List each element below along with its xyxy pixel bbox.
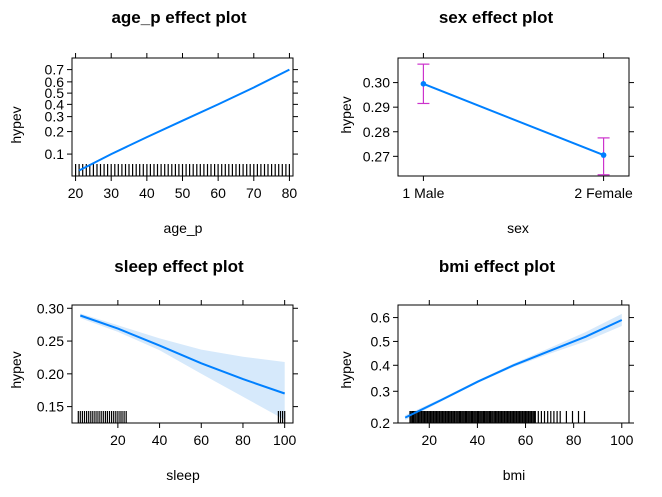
- y-tick-label: 0.30: [363, 75, 390, 91]
- y-tick-label: 0.1: [45, 146, 65, 162]
- x-axis-label: bmi: [503, 467, 526, 483]
- y-axis: 0.15 0.20 0.25 0.30: [37, 300, 298, 415]
- y-axis: 0.2 0.3 0.4 0.5 0.6: [371, 310, 634, 431]
- series-line: [423, 82, 604, 157]
- x-axis: 20 40 60 80 100: [110, 300, 297, 448]
- y-tick-label: 0.20: [37, 366, 64, 382]
- x-tick-label: 80: [566, 432, 582, 448]
- y-axis: 0.27 0.28 0.29 0.30: [363, 75, 634, 164]
- x-tick-label: 80: [282, 185, 298, 201]
- y-tick-label: 0.4: [45, 96, 65, 112]
- y-axis: 0.1 0.20.30.40.50.60.7: [45, 62, 298, 162]
- y-tick-label: 0.15: [37, 399, 64, 415]
- plot-area: 1 Male 2 Female 0.27 0.28 0.29 0.30: [363, 53, 634, 201]
- y-axis-label: hypev: [338, 96, 354, 133]
- y-axis-label: hypev: [8, 106, 24, 143]
- x-tick-label: 70: [246, 185, 262, 201]
- x-tick-label: 40: [152, 432, 168, 448]
- panel-sex: sex effect plot hypev sex 1 Male 2 Female…: [338, 8, 634, 236]
- y-tick-label: 0.4: [371, 357, 391, 373]
- y-tick-label: 0.6: [45, 74, 65, 90]
- y-tick-label: 0.2: [45, 124, 65, 140]
- y-axis-label: hypev: [8, 351, 24, 388]
- y-tick-label: 0.29: [363, 99, 390, 115]
- x-axis: 20 40 60 80 100: [421, 300, 634, 448]
- x-axis-label: sleep: [166, 467, 200, 483]
- chart-title: age_p effect plot: [111, 8, 246, 27]
- x-tick-label: 30: [103, 185, 119, 201]
- x-tick-label: 60: [518, 432, 534, 448]
- plot-area: 20 40 60 80 100 0.15 0.20 0.25 0.30: [37, 300, 298, 448]
- x-tick-label: 100: [610, 432, 634, 448]
- data-point: [420, 81, 427, 87]
- x-tick-label: 60: [210, 185, 226, 201]
- plot-area: 20 30 40 50 60 70 80 0.1 0.20.30.40.50.60.7: [45, 53, 298, 201]
- x-tick-label: 40: [470, 432, 486, 448]
- x-tick-label: 80: [235, 432, 251, 448]
- y-tick-label: 0.2: [371, 415, 391, 431]
- y-tick-label: 0.5: [45, 85, 65, 101]
- rug: [409, 411, 586, 423]
- data-point: [600, 152, 607, 158]
- chart-title: bmi effect plot: [439, 257, 556, 276]
- confidence-band: [80, 313, 285, 420]
- y-tick-label: 0.27: [363, 148, 390, 164]
- x-tick-label: 40: [139, 185, 155, 201]
- y-tick-label: 0.30: [37, 300, 64, 316]
- y-tick-label: 0.28: [363, 124, 390, 140]
- plot-frame: [71, 304, 294, 424]
- chart-title: sleep effect plot: [114, 257, 244, 276]
- panel-age-p: age_p effect plot hypev age_p 20 30 40 50 60…: [8, 8, 298, 236]
- y-tick-label: 0.6: [371, 310, 391, 326]
- y-tick-label: 0.7: [45, 62, 65, 78]
- x-tick-label: 50: [175, 185, 191, 201]
- y-tick-label: 0.25: [37, 333, 64, 349]
- rug: [74, 164, 290, 176]
- x-axis: 20 30 40 50 60 70 80: [68, 53, 298, 201]
- x-tick-label: 100: [273, 432, 297, 448]
- y-tick-label: 0.3: [45, 109, 65, 125]
- panel-sleep: sleep effect plot hypev sleep 20 40 60 80 10…: [8, 257, 298, 483]
- y-tick-label: 0.3: [371, 383, 391, 399]
- x-axis: 1 Male 2 Female: [402, 53, 633, 201]
- plot-frame: [397, 57, 630, 177]
- rug: [77, 411, 286, 423]
- series-line: [404, 319, 623, 419]
- y-tick-label: 0.5: [371, 333, 391, 349]
- x-tick-label: 20: [110, 432, 126, 448]
- confidence-band: [405, 313, 622, 421]
- series-line: [79, 314, 286, 395]
- x-axis-label: sex: [507, 220, 529, 236]
- x-tick-label: 2 Female: [574, 185, 633, 201]
- x-tick-label: 60: [193, 432, 209, 448]
- series-line: [78, 68, 290, 172]
- x-tick-label: 20: [421, 432, 437, 448]
- y-axis-label: hypev: [338, 351, 354, 388]
- x-tick-label: 20: [68, 185, 84, 201]
- x-axis-label: age_p: [164, 220, 203, 236]
- chart-title: sex effect plot: [439, 8, 554, 27]
- plot-frame: [397, 304, 630, 424]
- panel-bmi: bmi effect plot hypev bmi 20 40 60 80 1000.2…: [338, 257, 634, 483]
- x-tick-label: 1 Male: [402, 185, 444, 201]
- plot-area: 20 40 60 80 100 0.2 0.3 0.4 0.5 0.6: [371, 300, 634, 448]
